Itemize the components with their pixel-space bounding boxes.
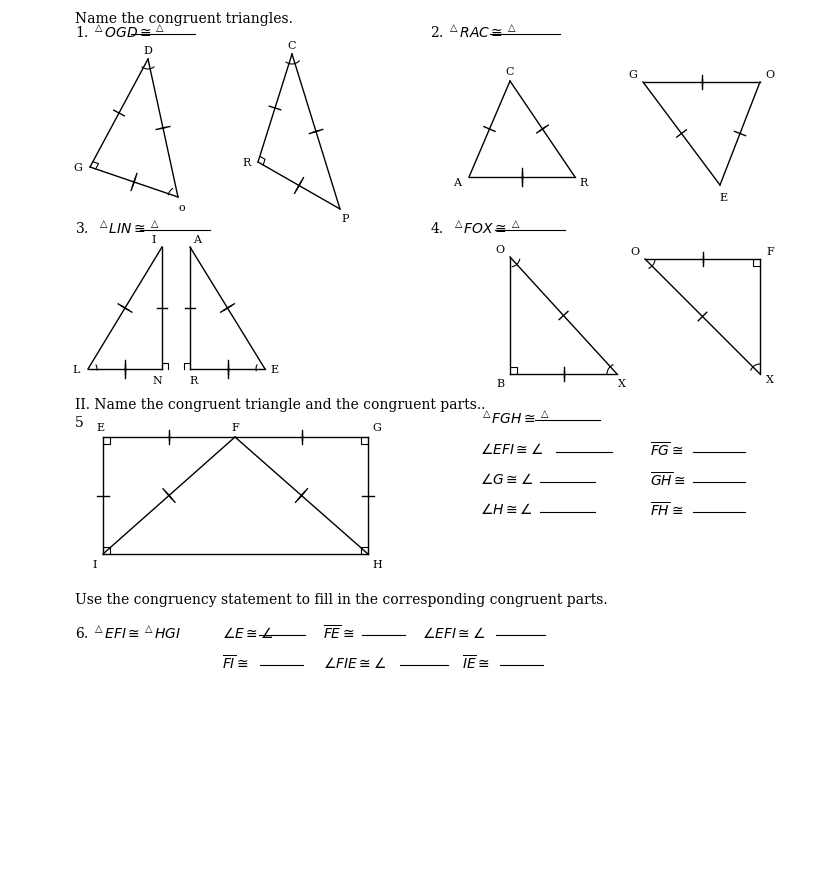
Text: 1. ${}^{\triangle}OGD\cong{}^{\triangle}$: 1. ${}^{\triangle}OGD\cong{}^{\triangle}… bbox=[75, 24, 165, 41]
Text: F: F bbox=[766, 246, 774, 257]
Text: O: O bbox=[630, 246, 639, 257]
Text: D: D bbox=[144, 46, 152, 56]
Text: o: o bbox=[179, 203, 185, 213]
Text: $\angle E\cong\angle$: $\angle E\cong\angle$ bbox=[222, 625, 273, 640]
Text: P: P bbox=[342, 214, 349, 224]
Text: $\overline{FE}\cong$: $\overline{FE}\cong$ bbox=[323, 623, 355, 641]
Text: 4.  ${}^{\triangle}FOX\cong{}^{\triangle}$: 4. ${}^{\triangle}FOX\cong{}^{\triangle}… bbox=[430, 220, 521, 237]
Text: $\overline{FI}\cong$: $\overline{FI}\cong$ bbox=[222, 653, 249, 672]
Text: II. Name the congruent triangle and the congruent parts..: II. Name the congruent triangle and the … bbox=[75, 398, 485, 411]
Text: C: C bbox=[288, 41, 296, 51]
Text: $\angle G\cong\angle$: $\angle G\cong\angle$ bbox=[480, 472, 533, 487]
Text: C: C bbox=[506, 67, 514, 77]
Text: N: N bbox=[152, 376, 162, 385]
Text: $\angle EFI\cong\angle$: $\angle EFI\cong\angle$ bbox=[422, 625, 485, 640]
Text: R: R bbox=[580, 178, 588, 188]
Text: $\angle EFI\cong\angle$: $\angle EFI\cong\angle$ bbox=[480, 442, 543, 457]
Text: E: E bbox=[719, 193, 727, 203]
Text: $\angle FIE\cong\angle$: $\angle FIE\cong\angle$ bbox=[323, 655, 386, 670]
Text: G: G bbox=[372, 423, 381, 432]
Text: F: F bbox=[231, 423, 239, 432]
Text: R: R bbox=[243, 158, 251, 167]
Text: 6. ${}^{\triangle}EFI\cong{}^{\triangle}HGI$: 6. ${}^{\triangle}EFI\cong{}^{\triangle}… bbox=[75, 624, 181, 641]
Text: 2. ${}^{\triangle}RAC\cong{}^{\triangle}$: 2. ${}^{\triangle}RAC\cong{}^{\triangle}… bbox=[430, 24, 517, 41]
Text: I: I bbox=[93, 559, 98, 570]
Text: $\overline{GH}\cong$: $\overline{GH}\cong$ bbox=[650, 470, 686, 488]
Text: I: I bbox=[151, 235, 156, 245]
Text: $\angle H\cong\angle$: $\angle H\cong\angle$ bbox=[480, 502, 533, 517]
Text: G: G bbox=[74, 163, 83, 173]
Text: 5: 5 bbox=[75, 416, 84, 430]
Text: ${}^{\triangle}FGH\cong{}^{\triangle}$: ${}^{\triangle}FGH\cong{}^{\triangle}$ bbox=[480, 409, 549, 426]
Text: H: H bbox=[372, 559, 382, 570]
Text: Use the congruency statement to fill in the corresponding congruent parts.: Use the congruency statement to fill in … bbox=[75, 593, 608, 606]
Text: B: B bbox=[496, 378, 504, 389]
Text: O: O bbox=[495, 245, 504, 254]
Text: O: O bbox=[766, 70, 775, 80]
Text: R: R bbox=[190, 376, 198, 385]
Text: X: X bbox=[618, 378, 626, 389]
Text: E: E bbox=[270, 364, 278, 375]
Text: Name the congruent triangles.: Name the congruent triangles. bbox=[75, 12, 293, 26]
Text: E: E bbox=[96, 423, 104, 432]
Text: G: G bbox=[629, 70, 638, 80]
Text: A: A bbox=[193, 235, 201, 245]
Text: X: X bbox=[766, 375, 774, 385]
Text: $\overline{FH}\cong$: $\overline{FH}\cong$ bbox=[650, 501, 683, 518]
Text: $\overline{IE}\cong$: $\overline{IE}\cong$ bbox=[462, 653, 490, 672]
Text: 3.  ${}^{\triangle}LIN\cong{}^{\triangle}$: 3. ${}^{\triangle}LIN\cong{}^{\triangle}… bbox=[75, 220, 160, 237]
Text: A: A bbox=[453, 178, 461, 188]
Text: $\overline{FG}\cong$: $\overline{FG}\cong$ bbox=[650, 440, 684, 459]
Text: L: L bbox=[72, 364, 79, 375]
